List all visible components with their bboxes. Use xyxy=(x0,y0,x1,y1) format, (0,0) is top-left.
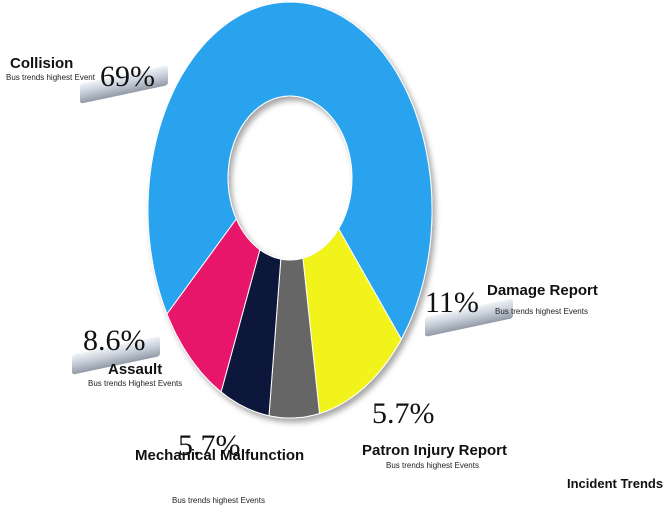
chart-title: Incident Trends xyxy=(567,476,663,491)
value-label: 5.7% xyxy=(372,397,435,430)
category-label: Assault xyxy=(108,361,162,378)
category-label: Patron Injury Report xyxy=(362,442,507,459)
category-label: Damage Report xyxy=(487,282,598,299)
category-subtitle: Bus trends highest Events xyxy=(172,496,265,505)
donut xyxy=(147,1,433,419)
category-label: Mechanical Malfunction xyxy=(135,447,304,464)
value-label: 69% xyxy=(100,60,155,93)
category-subtitle: Bus trends highest Events xyxy=(386,461,479,470)
value-label: 11% xyxy=(425,286,479,319)
donut-slice xyxy=(166,218,261,393)
value-label: 8.6% xyxy=(83,324,146,357)
category-label: Collision xyxy=(10,55,73,72)
value-label: 5.7% xyxy=(178,429,241,462)
label-plate xyxy=(425,298,513,337)
category-subtitle: Bus trends highest Events xyxy=(495,307,588,316)
category-subtitle: Bus trends Highest Events xyxy=(88,379,182,388)
label-plate xyxy=(80,65,168,104)
category-subtitle: Bus trends highest Event xyxy=(6,73,96,82)
label-plate xyxy=(72,336,160,375)
